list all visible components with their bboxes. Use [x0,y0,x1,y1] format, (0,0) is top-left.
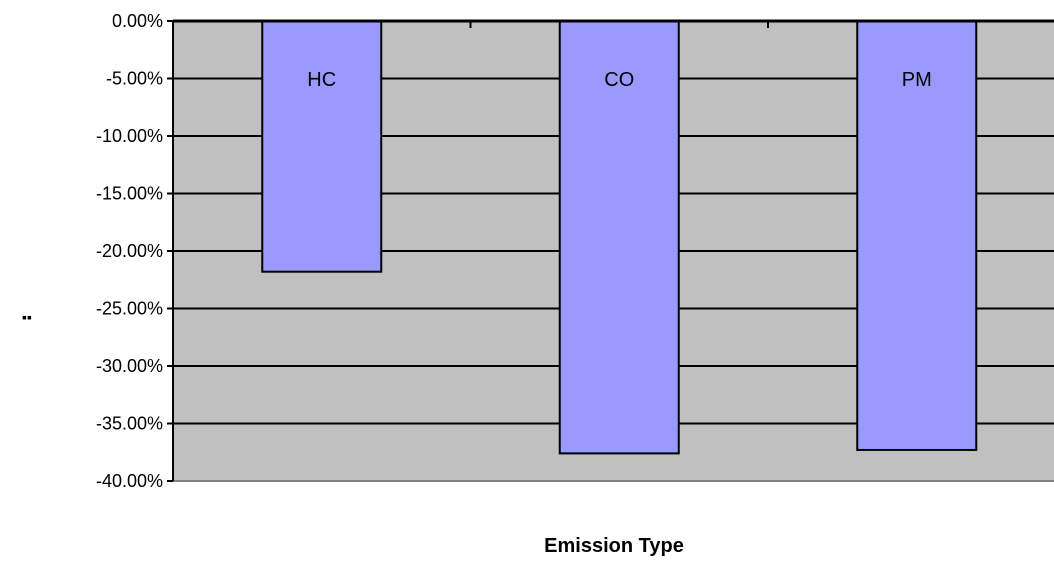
bar [558,20,680,455]
y-tick-label: -15.00% [96,184,163,204]
bar [261,20,383,273]
y-tick-label: -20.00% [96,241,163,261]
y-tick-label: -40.00% [96,471,163,491]
y-tick-label: -10.00% [96,126,163,146]
y-tick-label: -5.00% [106,69,163,89]
x-axis-title: Emission Type [544,535,684,557]
bar-data-label: HC [307,69,336,91]
y-axis-title: ▪▪ [22,309,32,325]
y-tick-label: -25.00% [96,299,163,319]
y-tick-label: -30.00% [96,356,163,376]
y-tick-label: 0.00% [112,11,163,31]
bar [856,20,978,451]
bar-data-label: PM [902,69,932,91]
y-tick-label: -35.00% [96,414,163,434]
bar-data-label: CO [604,69,634,91]
